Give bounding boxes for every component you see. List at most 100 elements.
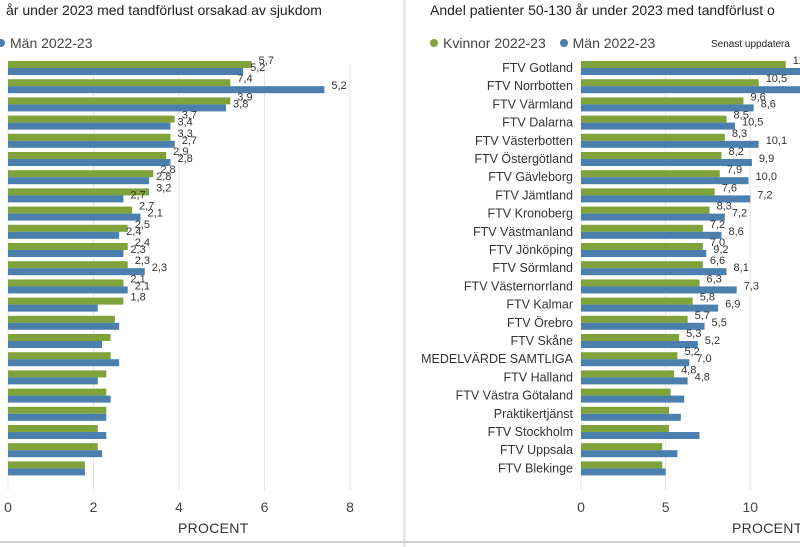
left-bar-man	[8, 322, 120, 330]
right-data-label: 7,2	[732, 208, 747, 220]
left-bar-kvinnor	[8, 152, 167, 159]
legend-right: Kvinnor 2022-23 Män 2022-23	[430, 34, 665, 51]
left-bar-kvinnor	[8, 334, 111, 341]
right-bar-man	[581, 86, 800, 94]
right-x-tick-label: 0	[577, 499, 585, 515]
left-bar-kvinnor	[8, 279, 124, 287]
right-data-label: 9,9	[759, 153, 774, 165]
right-x-tick-label: 10	[742, 499, 758, 515]
left-bar-kvinnor	[8, 261, 128, 269]
right-category-label: FTV Kronoberg	[488, 207, 574, 221]
right-bar-kvinnor	[581, 243, 703, 250]
left-bar-kvinnor	[8, 97, 231, 105]
right-data-label: 10,5	[766, 73, 787, 85]
right-data-label: 8,2	[728, 146, 743, 158]
right-x-tick-label: 5	[662, 499, 670, 515]
right-data-label: 7,0	[696, 353, 711, 365]
left-data-label: 3,2	[156, 182, 171, 194]
left-data-label: 2,3	[135, 255, 150, 267]
right-data-label: 7,2	[710, 219, 725, 231]
left-x-tick-label: 0	[4, 499, 12, 515]
right-bar-man	[581, 268, 727, 276]
right-bar-kvinnor	[581, 133, 725, 141]
right-data-label: 8,6	[761, 98, 776, 110]
legend-label-kvinnor: Kvinnor 2022-23	[443, 35, 546, 51]
right-bar-man	[581, 359, 690, 367]
right-bar-kvinnor	[581, 443, 663, 451]
right-data-label: 5,8	[700, 292, 715, 304]
left-bar-kvinnor	[8, 133, 171, 141]
right-data-label: 5,5	[712, 317, 727, 329]
right-bar-kvinnor	[581, 224, 703, 232]
left-data-label: 3,8	[233, 98, 248, 110]
right-category-label: FTV Halland	[504, 370, 574, 384]
right-data-label: 8,3	[732, 128, 747, 140]
chart-panel-left: år under 2023 med tandförlust orsakad av…	[0, 2, 354, 536]
left-bar-kvinnor	[8, 188, 150, 196]
left-bar-man	[8, 231, 120, 239]
right-category-label: FTV Uppsala	[500, 443, 573, 457]
left-data-label: 2,1	[135, 280, 150, 292]
right-data-label: 8,6	[728, 226, 743, 238]
right-data-label: 6,6	[710, 255, 725, 267]
left-bar-kvinnor	[8, 425, 98, 432]
left-data-label: 2,9	[173, 146, 188, 158]
left-bar-man	[8, 250, 124, 257]
left-bar-kvinnor	[8, 461, 85, 469]
right-category-label: FTV Jämtland	[495, 188, 573, 202]
right-data-label: 8,3	[717, 201, 732, 213]
right-category-label: FTV Östergötland	[474, 152, 573, 166]
right-category-label: MEDELVÄRDE SAMTLIGA	[421, 352, 574, 366]
right-bar-kvinnor	[581, 279, 700, 287]
right-data-label: 5,3	[686, 328, 701, 340]
left-bar-kvinnor	[8, 352, 111, 360]
legend-item-man: Män 2022-23	[0, 35, 93, 51]
left-bar-man	[8, 413, 107, 421]
legend-swatch-man-right	[559, 39, 568, 47]
left-bar-kvinnor	[8, 406, 107, 414]
left-bar-man	[8, 68, 244, 75]
left-bar-man	[8, 122, 171, 130]
left-bar-man	[8, 450, 103, 458]
left-data-label: 1,8	[130, 292, 145, 304]
left-bar-kvinnor	[8, 206, 132, 214]
right-bar-man	[581, 159, 752, 166]
right-data-label: 7,2	[757, 189, 772, 201]
left-bar-man	[8, 304, 98, 312]
left-bar-kvinnor	[8, 115, 175, 123]
x-axis-label-left: PROCENT	[178, 520, 249, 536]
right-data-label: 10,0	[756, 171, 777, 183]
left-bar-kvinnor	[8, 61, 252, 68]
left-bar-kvinnor	[8, 297, 124, 305]
left-bar-man	[8, 86, 325, 94]
legend-swatch-kvinnor	[430, 39, 438, 47]
legend-item-man-right: Män 2022-23	[559, 35, 656, 51]
left-bar-man	[8, 159, 171, 166]
last-updated-label: Senast uppdatera	[711, 39, 790, 50]
right-data-label: 8,1	[734, 262, 749, 274]
right-data-label: 12	[793, 55, 800, 67]
left-bar-man	[8, 195, 124, 203]
right-data-label: 6,3	[706, 273, 721, 285]
right-category-label: FTV Skåne	[510, 334, 573, 348]
left-bar-kvinnor	[8, 388, 107, 396]
chart-title-left: år under 2023 med tandförlust orsakad av…	[6, 2, 322, 18]
left-data-label: 2,7	[139, 201, 154, 213]
left-data-label: 3,9	[237, 91, 252, 103]
x-axis-label-right: PROCENT	[732, 520, 800, 536]
panel-divider	[403, 0, 406, 547]
right-data-label: 5,7	[695, 310, 710, 322]
right-bar-kvinnor	[581, 79, 759, 87]
right-bar-man	[581, 231, 722, 239]
right-data-label: 7,0	[710, 237, 725, 249]
left-bar-man	[8, 395, 111, 403]
right-bar-kvinnor	[581, 425, 669, 432]
left-data-label: 2,4	[135, 237, 150, 249]
right-bar-man	[581, 122, 735, 130]
left-data-label: 5,2	[250, 62, 265, 74]
legend-label-man-right: Män 2022-23	[572, 35, 656, 51]
bar-chart-left: 0 2 4 6 85,75,27,45,23,93,83,73,43,32,72,92,…	[4, 55, 354, 515]
right-bar-man	[581, 68, 800, 75]
right-bar-man	[581, 413, 681, 421]
left-data-label: 2,7	[182, 135, 197, 147]
